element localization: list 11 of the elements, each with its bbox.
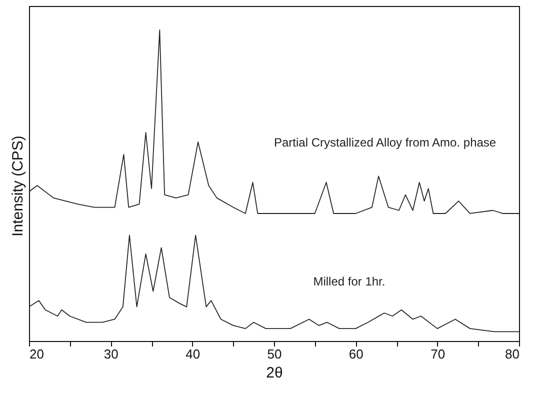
x-tick-label: 30 xyxy=(104,346,118,362)
x-axis-title: 2θ xyxy=(266,364,283,382)
x-tick-label: 70 xyxy=(430,346,446,362)
x-tick-label: 40 xyxy=(186,346,200,362)
x-tick-label: 20 xyxy=(30,346,44,362)
text: Partial Crystallized Alloy from Amo. phase xyxy=(274,136,496,150)
x-tick-label: 80 xyxy=(505,346,520,362)
y-axis-title: Intensity (CPS) xyxy=(10,136,26,236)
text: Milled for 1hr. xyxy=(313,274,386,289)
x-tick-label: 50 xyxy=(267,346,282,362)
x-tick-label: 60 xyxy=(348,346,364,362)
